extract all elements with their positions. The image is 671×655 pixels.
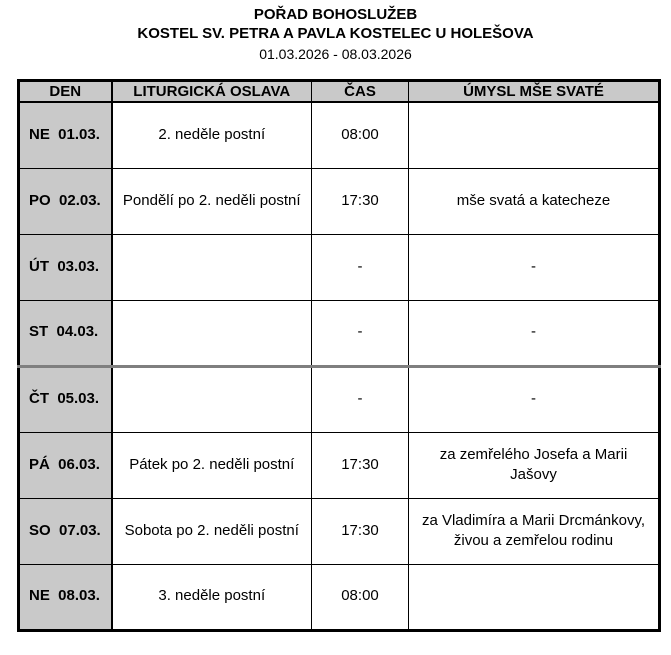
- day-cell: ST 04.03.: [18, 299, 113, 367]
- day-cell: SO 07.03.: [18, 497, 113, 565]
- column-header-celebration: LITURGICKÁ OSLAVA: [111, 80, 312, 103]
- table-row: ČT 05.03. - -: [18, 364, 660, 433]
- page-subtitle: KOSTEL SV. PETRA A PAVLA KOSTELEC U HOLE…: [137, 25, 534, 42]
- celebration-cell: [111, 299, 312, 367]
- day-cell: ČT 05.03.: [18, 364, 113, 433]
- time-cell: 17:30: [311, 431, 409, 499]
- table-row: PO 02.03. Pondělí po 2. neděli postní 17…: [18, 167, 660, 235]
- day-cell: PÁ 06.03.: [18, 431, 113, 499]
- day-cell: PO 02.03.: [18, 167, 113, 235]
- column-header-day: DEN: [18, 80, 113, 103]
- table-row: PÁ 06.03. Pátek po 2. neděli postní 17:3…: [18, 431, 660, 499]
- celebration-cell: 3. neděle postní: [111, 563, 312, 631]
- schedule-table: DEN LITURGICKÁ OSLAVA ČAS ÚMYSL MŠE SVAT…: [17, 79, 661, 632]
- table-row: NE 01.03. 2. neděle postní 08:00: [18, 101, 660, 169]
- intention-cell: -: [408, 299, 660, 367]
- day-cell: ÚT 03.03.: [18, 233, 113, 301]
- celebration-cell: [111, 364, 312, 433]
- time-cell: 17:30: [311, 497, 409, 565]
- table-row: NE 08.03. 3. neděle postní 08:00: [18, 563, 660, 631]
- intention-cell: za Vladimíra a Marii Drcmánkovy, živou a…: [408, 497, 660, 565]
- intention-cell: -: [408, 233, 660, 301]
- celebration-cell: Pondělí po 2. neděli postní: [111, 167, 312, 235]
- table-row: ST 04.03. - -: [18, 299, 660, 367]
- celebration-cell: Pátek po 2. neděli postní: [111, 431, 312, 499]
- column-header-intention: ÚMYSL MŠE SVATÉ: [408, 80, 660, 103]
- date-range: 01.03.2026 - 08.03.2026: [259, 46, 412, 62]
- intention-cell: [408, 101, 660, 169]
- intention-cell: za zemřelého Josefa a Marii Jašovy: [408, 431, 660, 499]
- celebration-cell: 2. neděle postní: [111, 101, 312, 169]
- time-cell: 17:30: [311, 167, 409, 235]
- table-row: SO 07.03. Sobota po 2. neděli postní 17:…: [18, 497, 660, 565]
- celebration-cell: Sobota po 2. neděli postní: [111, 497, 312, 565]
- time-cell: -: [311, 233, 409, 301]
- day-cell: NE 08.03.: [18, 563, 113, 631]
- intention-cell: -: [408, 364, 660, 433]
- time-cell: -: [311, 364, 409, 433]
- intention-cell: mše svatá a katecheze: [408, 167, 660, 235]
- page-title: POŘAD BOHOSLUŽEB: [253, 6, 418, 23]
- table-header-row: DEN LITURGICKÁ OSLAVA ČAS ÚMYSL MŠE SVAT…: [18, 80, 660, 103]
- column-header-time: ČAS: [311, 80, 409, 103]
- intention-cell: [408, 563, 660, 631]
- day-cell: NE 01.03.: [18, 101, 113, 169]
- table-row: ÚT 03.03. - -: [18, 233, 660, 301]
- celebration-cell: [111, 233, 312, 301]
- time-cell: 08:00: [311, 101, 409, 169]
- time-cell: -: [311, 299, 409, 367]
- document-header: POŘAD BOHOSLUŽEB KOSTEL SV. PETRA A PAVL…: [0, 0, 671, 63]
- time-cell: 08:00: [311, 563, 409, 631]
